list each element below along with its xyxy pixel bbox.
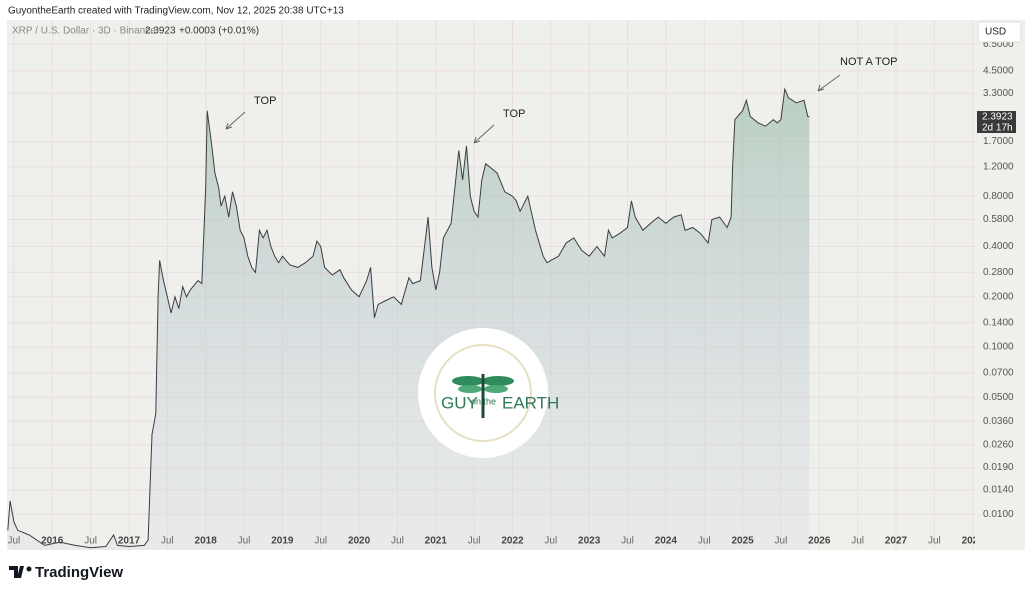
price-axis — [975, 20, 1025, 550]
x-tick-label: 2019 — [271, 536, 294, 547]
wing — [482, 376, 514, 386]
annotations: TOP TOP NOT A TOP — [225, 56, 897, 144]
wing — [452, 376, 484, 386]
x-tick-label: 2017 — [118, 536, 141, 547]
x-axis: Jul 2016 Jul 2017 Jul 2018 Jul 2019 Jul 2020 Jul 20… — [8, 536, 985, 547]
y-tick-label: 1.2000 — [983, 161, 1014, 172]
logo-icon — [26, 566, 32, 572]
y-tick-label: 0.5800 — [983, 214, 1014, 225]
y-tick-label: 0.1000 — [983, 342, 1014, 353]
watermark: GUY on the EARTH — [418, 328, 559, 458]
annotation-arrow — [225, 111, 246, 130]
x-tick-label: Jul — [84, 536, 97, 547]
y-tick-label: 0.8000 — [983, 191, 1014, 202]
annotation: TOP — [254, 95, 276, 107]
y-tick-label: 0.2800 — [983, 267, 1014, 278]
annotation-arrow — [817, 74, 841, 92]
x-tick-label: Jul — [928, 536, 941, 547]
y-axis: 0.0100 0.0140 0.0190 0.0260 0.0360 0.0500 0.07… — [983, 39, 1014, 520]
area — [7, 89, 810, 550]
x-tick-label: Jul — [314, 536, 327, 547]
x-tick-label: 2020 — [348, 536, 371, 547]
y-tick-label: 0.0700 — [983, 368, 1014, 379]
x-tick-label: 2028 — [962, 536, 985, 547]
x-tick-label: 2027 — [885, 536, 908, 547]
y-tick-label: 0.0360 — [983, 416, 1014, 427]
x-tick-label: 2023 — [578, 536, 601, 547]
x-tick-label: Jul — [468, 536, 481, 547]
price-tag-countdown: 2d 17h — [982, 123, 1013, 134]
caption: GuyontheEarth created with TradingView.c… — [8, 6, 344, 17]
header-change: +0.0003 (+0.01%) — [179, 26, 259, 37]
y-tick-label: 0.1400 — [983, 317, 1014, 328]
x-tick-label: 2022 — [501, 536, 524, 547]
price-line — [7, 87, 810, 549]
x-tick-label: 2025 — [731, 536, 754, 547]
x-tick-label: 2026 — [808, 536, 831, 547]
y-tick-label: 3.3000 — [983, 88, 1014, 99]
x-tick-label: Jul — [391, 536, 404, 547]
y-tick-label: 0.0190 — [983, 462, 1014, 473]
logo-icon — [9, 566, 24, 578]
x-tick-label: Jul — [698, 536, 711, 547]
annotation: NOT A TOP — [840, 56, 897, 68]
y-tick-label: 0.4000 — [983, 241, 1014, 252]
x-tick-label: 2021 — [425, 536, 448, 547]
wing — [458, 385, 482, 393]
price-tag-value: 2.3923 — [982, 112, 1013, 123]
annotation: TOP — [503, 108, 525, 120]
x-tick-label: Jul — [851, 536, 864, 547]
watermark-text: GUY — [441, 393, 478, 412]
wing — [484, 385, 508, 393]
x-tick-label: Jul — [161, 536, 174, 547]
y-tick-label: 0.0260 — [983, 439, 1014, 450]
x-tick-label: 2018 — [195, 536, 218, 547]
currency-box[interactable] — [977, 21, 1022, 43]
x-tick-label: Jul — [238, 536, 251, 547]
x-tick-label: 2024 — [655, 536, 678, 547]
logo: TradingView — [9, 564, 123, 581]
annotation-arrow — [473, 124, 495, 144]
y-tick-label: 0.2000 — [983, 291, 1014, 302]
x-tick-label: Jul — [544, 536, 557, 547]
watermark-ring — [434, 344, 532, 442]
logo-text: TradingView — [35, 564, 123, 581]
y-tick-label: 1.7000 — [983, 136, 1014, 147]
symbol: XRP / U.S. Dollar · 3D · Binance — [12, 26, 156, 37]
x-tick-label: Jul — [8, 536, 21, 547]
currency[interactable]: USD — [985, 27, 1006, 38]
y-tick-label: 0.0100 — [983, 509, 1014, 520]
y-tick-label: 0.0500 — [983, 392, 1014, 403]
y-tick-label: 6.5000 — [983, 39, 1014, 50]
price-tag — [977, 111, 1016, 133]
y-tick-label: 4.5000 — [983, 66, 1014, 77]
watermark-text: EARTH — [502, 393, 559, 412]
watermark-text: on the — [471, 396, 496, 406]
header-price: 2.3923 — [145, 26, 176, 37]
x-tick-label: 2016 — [41, 536, 64, 547]
x-tick-label: Jul — [621, 536, 634, 547]
y-tick-label: 0.0140 — [983, 484, 1014, 495]
plot — [7, 87, 810, 550]
x-tick-label: Jul — [775, 536, 788, 547]
